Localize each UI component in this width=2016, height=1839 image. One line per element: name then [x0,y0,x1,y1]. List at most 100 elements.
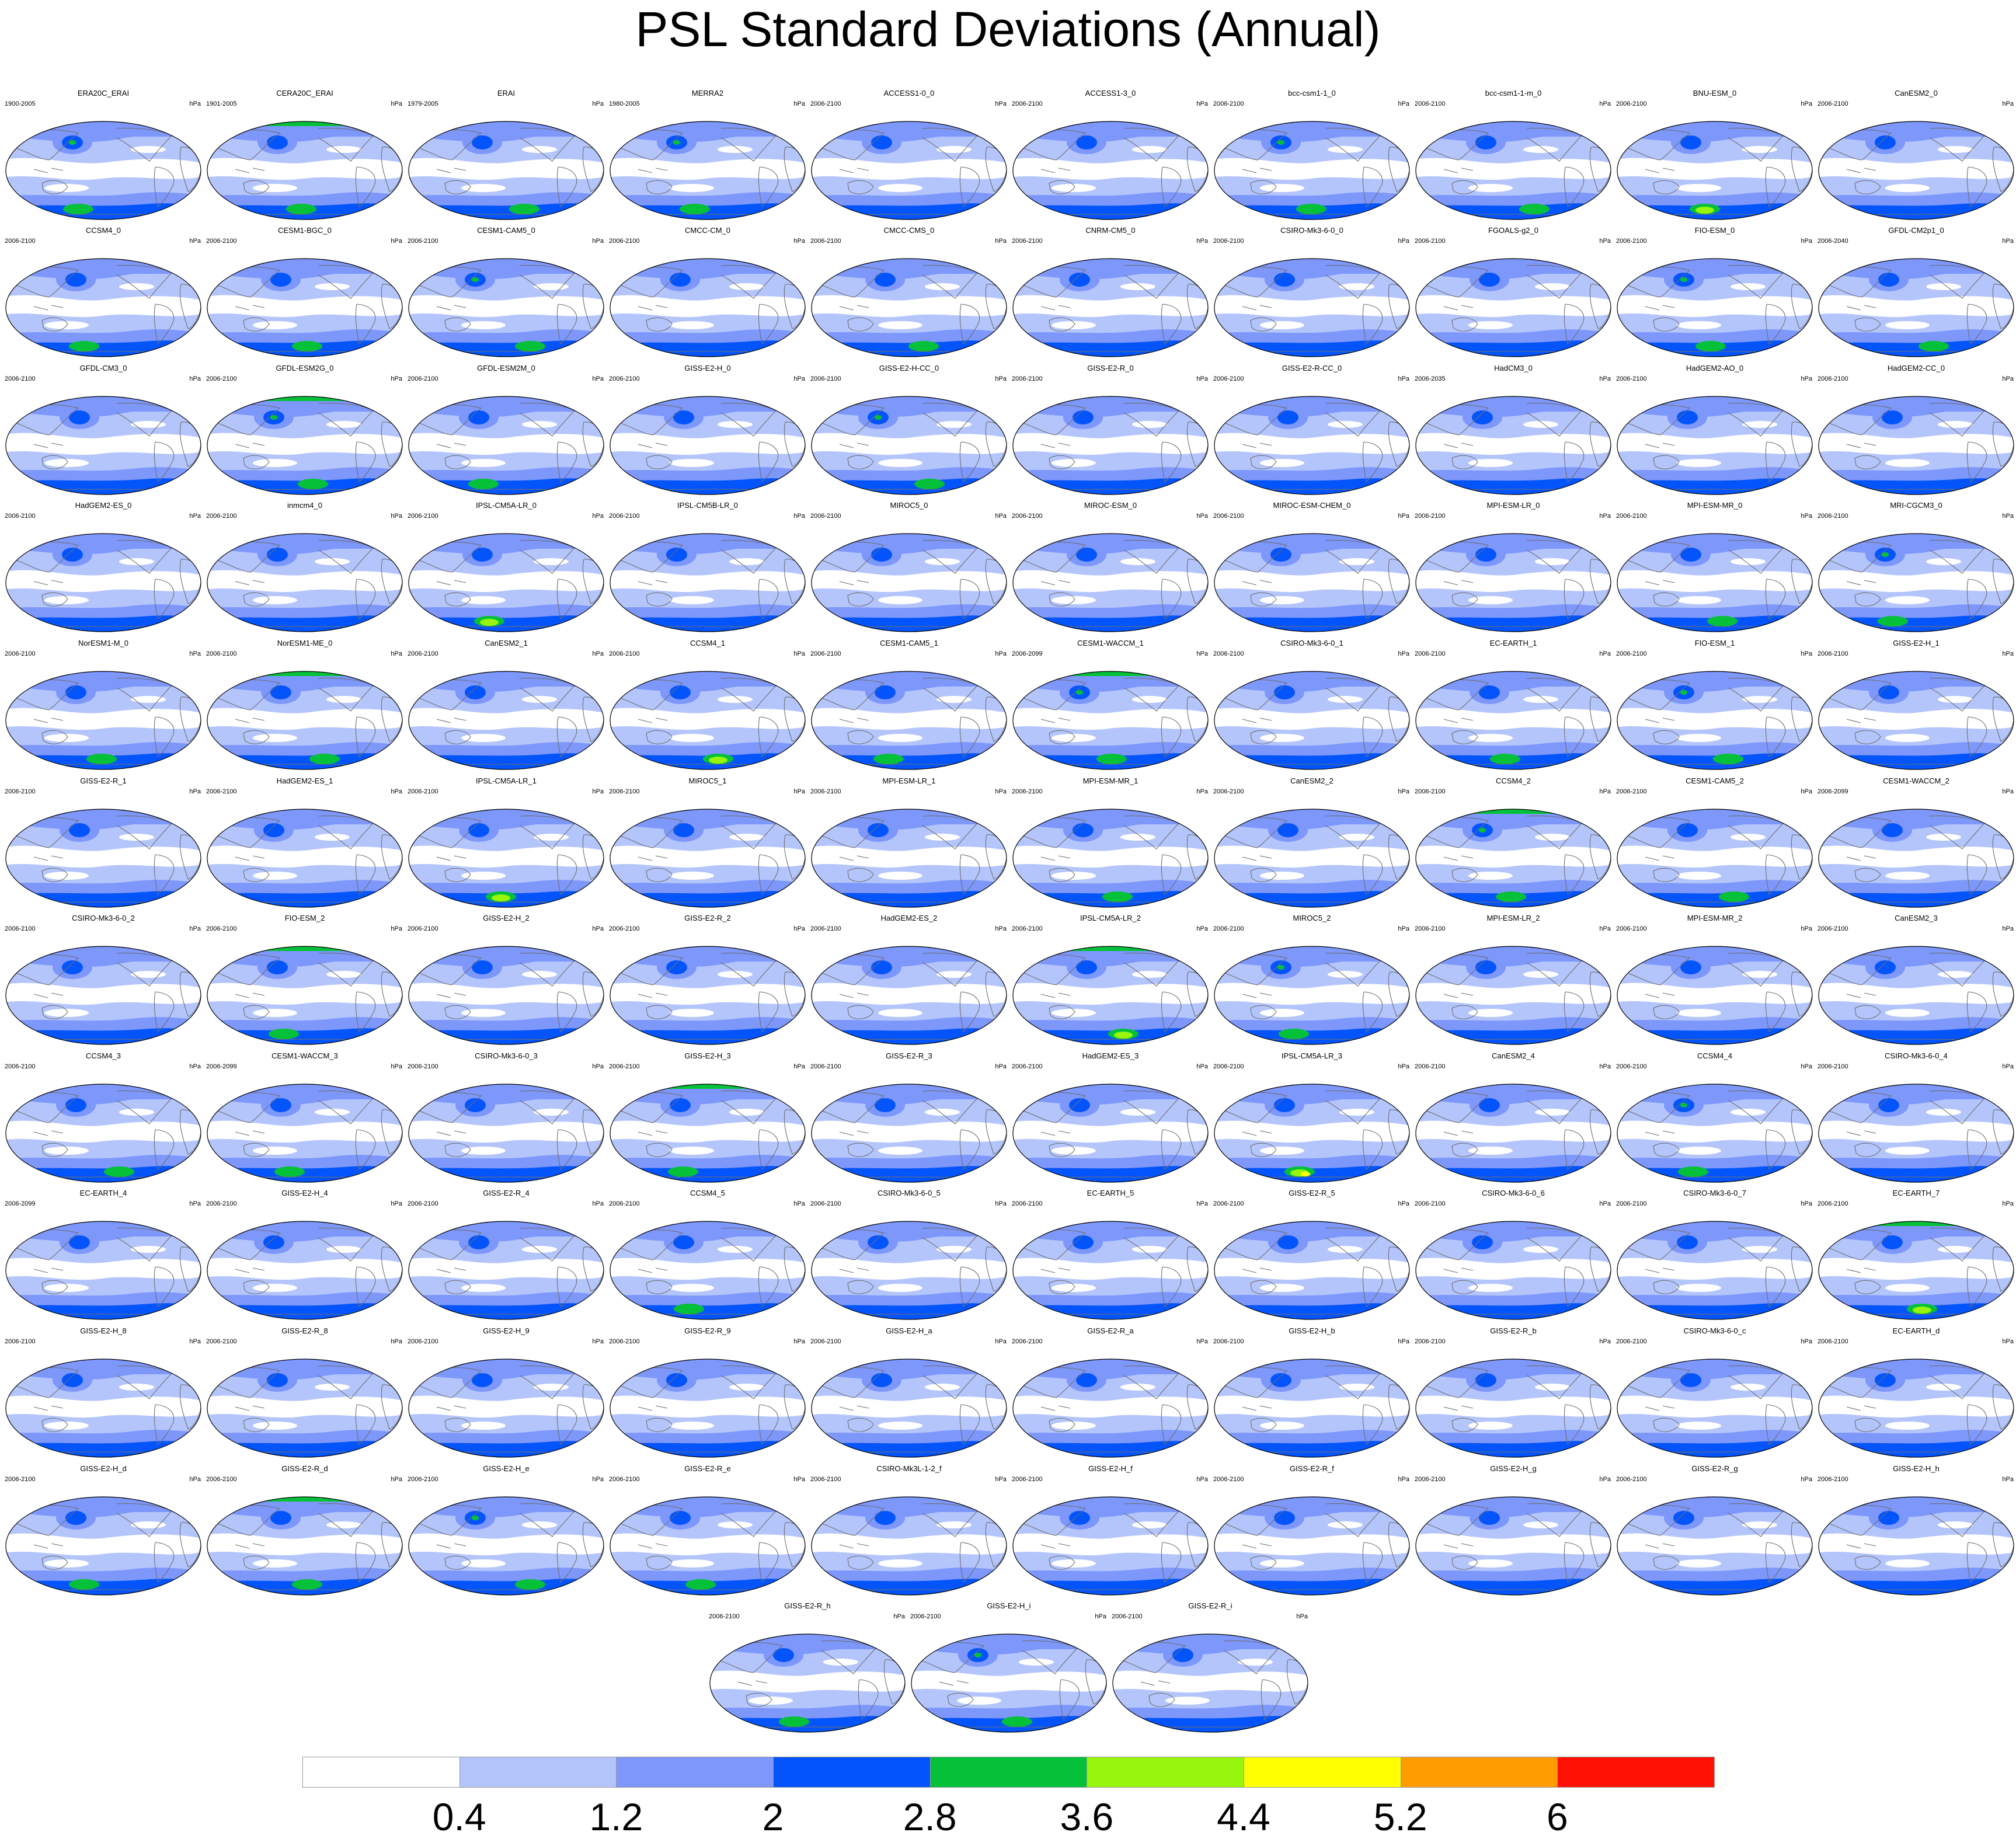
panel-units: hPa [1196,925,1208,932]
panel-period: 2006-2100 [810,375,841,382]
panel-units: hPa [189,788,201,795]
map-panel: 2006-2100 CanESM2_2 hPa [1211,775,1413,908]
panel-period: 2006-2100 [1817,513,1848,520]
map-panel: 2006-2100 CCSM4_5 hPa [607,1187,809,1320]
psl-field [1214,1221,1409,1319]
map-outline [1012,1221,1209,1320]
panel-model-name: MPI-ESM-LR_1 [882,776,936,785]
panel-model-name: EC-EARTH_d [1892,1326,1940,1335]
panel-model-name: MIROC5_2 [1293,914,1331,922]
panel-units: hPa [1599,650,1611,657]
map-outline [408,671,604,770]
map-plot [1012,1496,1209,1596]
map-panel: 2006-2100 GISS-E2-R_1 hPa [2,775,204,908]
panel-period: 2006-2100 [5,788,36,795]
panel-period: 2006-2100 [1817,1476,1848,1483]
map-panel: 2006-2100 FIO-ESM_0 hPa [1614,225,1816,357]
map-outline [1617,671,1813,770]
panel-units: hPa [793,1200,805,1207]
map-plot [1012,121,1209,220]
map-outline [1214,809,1410,908]
panel-units: hPa [592,100,604,107]
panel-period: 2006-2100 [5,1476,36,1483]
psl-field [1013,946,1208,1044]
psl-field [812,1221,1007,1319]
map-plot [610,671,806,770]
map-panel: 2006-2100 GFDL-ESM2G_0 hPa [204,363,406,495]
map-plot [1415,1359,1611,1458]
panel-model-name: CMCC-CMS_0 [883,226,935,235]
panel-units: hPa [189,513,201,520]
map-plot [610,1084,806,1183]
psl-field [6,1497,201,1595]
panel-units: hPa [1801,788,1812,795]
panel-period: 2006-2100 [5,650,36,657]
panel-model-name: CERA20C_ERAI [276,89,333,97]
map-plot [5,1359,201,1458]
panel-period: 2006-2100 [1415,1200,1446,1207]
map-outline [408,1221,604,1320]
psl-field [6,946,201,1044]
map-plot [5,809,201,908]
panel-model-name: CESM1-WACCM_3 [271,1051,338,1060]
psl-field [207,1221,402,1319]
panel-units: hPa [592,1200,604,1207]
map-outline [1214,121,1410,220]
panel-model-name: HadGEM2-ES_3 [1082,1051,1139,1060]
map-outline [811,1084,1007,1183]
psl-field [409,259,604,357]
panel-model-name: GISS-E2-R_2 [684,914,731,922]
map-outline [207,1084,403,1183]
panel-period: 2006-2100 [1012,513,1043,520]
panel-period: 1900-2005 [5,100,36,107]
panel-period: 2006-2100 [206,1200,237,1207]
panel-units: hPa [793,1063,805,1070]
map-outline [408,258,604,357]
panel-period: 2006-2100 [206,1476,237,1483]
panel-units: hPa [1196,238,1208,245]
panel-units: hPa [995,513,1007,520]
panel-model-name: MERRA2 [691,89,724,97]
panel-units: hPa [1801,100,1812,107]
panel-model-name: GISS-E2-R_g [1691,1464,1738,1473]
psl-field [812,121,1007,220]
map-panel: 2006-2100 CSIRO-Mk3-6-0_c hPa [1614,1325,1816,1458]
panel-units: hPa [1599,1200,1611,1207]
map-outline [5,1221,201,1320]
psl-field [1416,121,1611,220]
panel-period: 2006-2100 [408,1476,438,1483]
panel-units: hPa [391,238,402,245]
panel-period: 2006-2100 [408,1200,438,1207]
psl-field [1617,396,1812,494]
map-panel: 2006-2100 IPSL-CM5A-LR_0 hPa [405,500,607,632]
psl-field [610,396,805,494]
panel-period: 2006-2100 [1415,513,1446,520]
psl-field [1214,946,1409,1044]
map-outline [5,121,201,220]
map-outline [207,809,403,908]
panel-period: 2006-2100 [810,1063,841,1070]
map-panel: 2006-2100 CESM1-CAM5_1 hPa [808,638,1010,770]
colorbar-tick-label: 3.6 [1060,1795,1114,1838]
panel-model-name: CSIRO-Mk3L-1-2_f [876,1464,942,1473]
panel-model-name: GISS-E2-R_d [281,1464,328,1473]
panel-model-name: GISS-E2-H_3 [684,1051,731,1060]
map-outline [911,1633,1107,1733]
psl-field [610,534,805,632]
map-outline [1617,1496,1813,1596]
panel-model-name: BNU-ESM_0 [1693,89,1737,97]
panel-units: hPa [189,1200,201,1207]
colorbar-swatch [616,1757,774,1788]
panel-units: hPa [995,788,1007,795]
panel-model-name: MIROC5_0 [890,501,928,510]
map-plot [1415,809,1611,908]
map-plot [811,946,1007,1045]
panel-period: 2006-2100 [1213,100,1244,107]
panel-units: hPa [391,1200,402,1207]
panel-period: 2006-2100 [1012,100,1043,107]
panel-period: 2006-2100 [1415,238,1446,245]
map-plot [1415,671,1611,770]
colorbar-tick-label: 4.4 [1217,1795,1270,1838]
map-outline [1617,809,1813,908]
panel-units: hPa [1196,1476,1208,1483]
